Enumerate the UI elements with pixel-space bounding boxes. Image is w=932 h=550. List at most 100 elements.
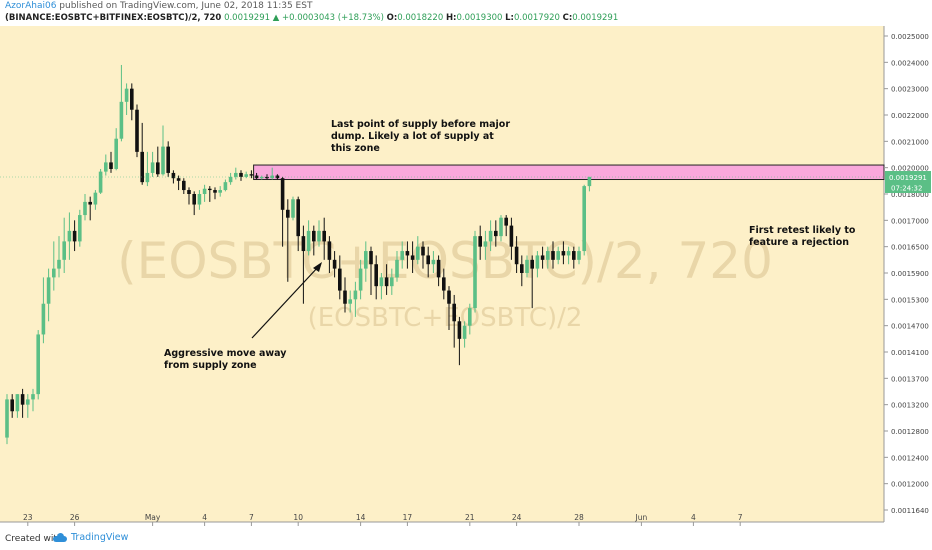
candle-body — [390, 277, 394, 287]
chart-canvas[interactable]: (EOSBTC+EOSBTC)/2, 720 (EOSBTC+EOSBTC)/2… — [0, 26, 932, 526]
candle-body — [98, 171, 103, 193]
candle-body — [369, 251, 373, 265]
candle-body — [577, 251, 581, 260]
candle-body — [46, 277, 51, 304]
candle — [535, 251, 540, 278]
candle — [473, 230, 477, 313]
candle-body — [260, 176, 264, 179]
high-value: 0.0019300 — [456, 13, 503, 23]
y-tick-label: 0.0014700 — [891, 323, 929, 331]
candle-body — [322, 230, 326, 242]
change-value: ▲ +0.0003043 (+18.73%) — [272, 13, 384, 23]
candle — [348, 290, 352, 313]
candle-body — [551, 251, 555, 260]
arrow-annotation — [251, 262, 322, 339]
candle-body — [265, 176, 269, 179]
created-with-text: Created with — [5, 534, 63, 544]
candle — [202, 184, 207, 202]
x-tick-label: 28 — [574, 513, 584, 522]
candle — [317, 220, 321, 247]
candle — [171, 170, 176, 184]
candle-body — [254, 175, 259, 179]
candle — [124, 83, 129, 115]
candle — [540, 246, 545, 269]
x-tick-label: 4 — [691, 513, 696, 522]
candle-body — [384, 277, 389, 287]
x-tick-label: 21 — [465, 513, 475, 522]
candle — [119, 64, 124, 142]
x-tick-label: 4 — [202, 513, 207, 522]
y-tick-label: 0.0011640 — [891, 507, 929, 515]
candle — [254, 172, 259, 180]
low-value: 0.0017920 — [513, 13, 560, 23]
candle-body — [478, 236, 482, 247]
candle-body — [36, 334, 40, 395]
candle-body — [88, 201, 92, 205]
y-tick-label: 0.0023000 — [891, 86, 929, 94]
candle-body — [447, 290, 451, 304]
candle — [572, 246, 576, 269]
candle-body — [421, 246, 425, 256]
candle-body — [379, 277, 384, 287]
candle-body — [535, 255, 540, 269]
y-tick-label: 0.0015900 — [891, 270, 929, 278]
candle — [286, 199, 290, 282]
candle — [416, 236, 420, 265]
candle — [26, 394, 30, 418]
candle-body — [10, 399, 14, 412]
price-chart[interactable]: (EOSBTC+EOSBTC)/2, 720 (EOSBTC+EOSBTC)/2… — [0, 26, 932, 526]
candle — [291, 196, 295, 221]
candle — [327, 236, 332, 273]
candle-body — [31, 394, 35, 400]
candle — [504, 215, 508, 237]
y-tick-label: 0.0018000 — [891, 191, 929, 199]
candle — [140, 122, 144, 185]
candle — [296, 196, 300, 252]
candle-body — [119, 101, 124, 139]
countdown-label: 07:24:32 — [891, 185, 922, 193]
supply-zone[interactable] — [253, 164, 885, 181]
close-value: 0.0019291 — [572, 13, 619, 23]
candle-body — [67, 230, 72, 242]
candle-body — [442, 277, 446, 291]
candle — [72, 220, 77, 252]
author-link[interactable]: AzorAhai06 — [5, 1, 57, 11]
candle — [509, 217, 514, 260]
candle — [338, 255, 342, 300]
candle — [57, 236, 61, 278]
supply-note-line-2: dump. Likely a lot of supply at — [331, 131, 494, 142]
candle — [213, 187, 217, 200]
candle — [442, 268, 446, 300]
candle-body — [452, 303, 456, 322]
x-tick-label: 23 — [23, 513, 33, 522]
candle — [566, 246, 571, 265]
candle-body — [57, 259, 61, 269]
candle — [15, 394, 20, 418]
candle-body — [104, 162, 108, 172]
candle-body — [566, 251, 571, 256]
candle — [374, 255, 378, 300]
y-tick-label: 0.0017000 — [891, 217, 929, 225]
candle-body — [15, 394, 20, 412]
candle-body — [327, 241, 332, 260]
tradingview-brand-label: TradingView — [71, 532, 129, 543]
y-tick-label: 0.0013200 — [891, 402, 929, 410]
candle — [483, 230, 488, 260]
candle — [343, 277, 347, 313]
candle — [239, 170, 243, 181]
candle-body — [161, 146, 165, 175]
price-axis-bg — [884, 26, 932, 522]
candle — [62, 217, 66, 273]
candle — [457, 316, 462, 366]
candle — [364, 241, 368, 282]
candle-body — [457, 321, 462, 339]
candle — [280, 176, 285, 247]
y-tick-label: 0.0021000 — [891, 138, 929, 146]
y-tick-label: 0.0020000 — [891, 165, 929, 173]
candle-body — [358, 268, 363, 291]
candle-body — [5, 399, 9, 438]
tradingview-brand[interactable]: TradingView — [53, 532, 128, 543]
candle — [93, 190, 98, 210]
candle — [395, 251, 399, 282]
candle-body — [556, 251, 560, 260]
